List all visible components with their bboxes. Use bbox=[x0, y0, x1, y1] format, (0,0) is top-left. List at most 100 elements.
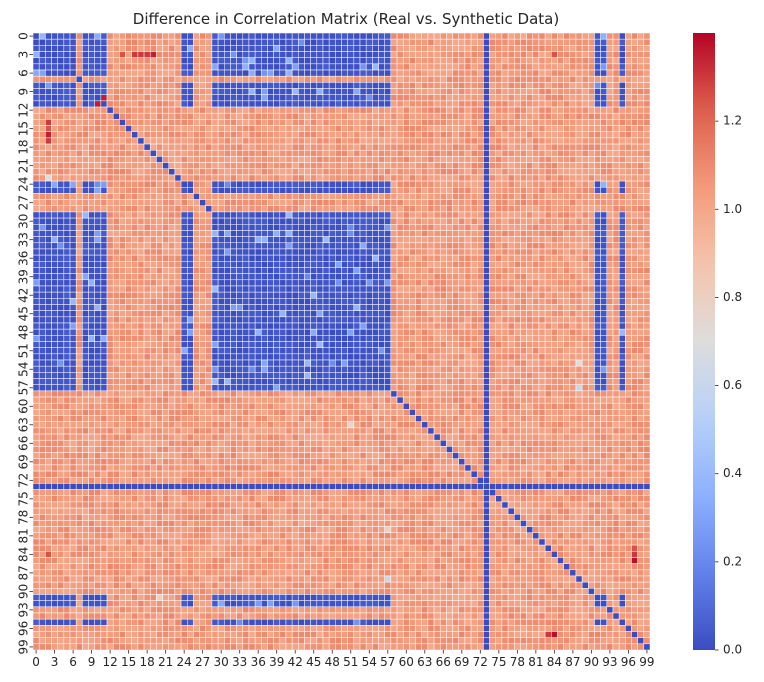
heatmap-cell bbox=[439, 217, 447, 225]
heatmap-cell bbox=[310, 285, 318, 293]
heatmap-cell bbox=[322, 75, 330, 83]
heatmap-cell bbox=[618, 51, 626, 58]
heatmap-cell bbox=[544, 174, 552, 182]
heatmap-cell bbox=[261, 38, 268, 46]
heatmap-cell bbox=[224, 63, 231, 71]
heatmap-cell bbox=[304, 38, 311, 46]
heatmap-cell bbox=[112, 285, 120, 293]
heatmap-cell bbox=[594, 143, 601, 151]
heatmap-cell bbox=[427, 211, 435, 219]
heatmap-cell bbox=[514, 38, 521, 46]
heatmap-cell bbox=[199, 82, 207, 89]
heatmap-cell bbox=[372, 156, 379, 163]
heatmap-cell bbox=[230, 119, 237, 126]
heatmap-cell bbox=[378, 298, 385, 305]
heatmap-cell bbox=[575, 193, 583, 200]
heatmap-cell bbox=[254, 137, 262, 145]
heatmap-cell bbox=[588, 193, 595, 200]
heatmap-cell bbox=[193, 273, 200, 281]
heatmap-cell bbox=[483, 63, 490, 71]
heatmap-cell bbox=[341, 273, 348, 281]
heatmap-cell bbox=[217, 254, 225, 262]
heatmap-cell bbox=[569, 236, 577, 244]
heatmap-cell bbox=[100, 335, 108, 342]
heatmap-cell bbox=[643, 100, 651, 108]
heatmap-cell bbox=[156, 82, 163, 89]
heatmap-cell bbox=[193, 285, 200, 293]
heatmap-cell bbox=[187, 298, 194, 305]
heatmap-cell bbox=[581, 149, 589, 157]
heatmap-cell bbox=[427, 156, 435, 163]
heatmap-cell bbox=[199, 242, 207, 250]
heatmap-cell bbox=[390, 279, 398, 287]
heatmap-cell bbox=[112, 310, 120, 318]
heatmap-cell bbox=[248, 230, 256, 237]
heatmap-cell bbox=[569, 131, 577, 139]
heatmap-cell bbox=[298, 156, 305, 163]
heatmap-cell bbox=[38, 38, 46, 46]
heatmap-cell bbox=[569, 335, 577, 342]
heatmap-cell bbox=[236, 174, 244, 182]
heatmap-cell bbox=[625, 199, 632, 207]
heatmap-cell bbox=[507, 322, 515, 330]
heatmap-cell bbox=[236, 75, 244, 83]
heatmap-cell bbox=[365, 261, 373, 268]
heatmap-cell bbox=[347, 32, 355, 40]
heatmap-cell bbox=[359, 125, 367, 132]
heatmap-cell bbox=[341, 131, 348, 139]
heatmap-cell bbox=[38, 316, 46, 324]
heatmap-cell bbox=[291, 69, 299, 77]
heatmap-cell bbox=[273, 69, 281, 77]
heatmap-cell bbox=[409, 322, 416, 330]
heatmap-cell bbox=[199, 106, 207, 114]
heatmap-cell bbox=[631, 316, 638, 324]
heatmap-cell bbox=[82, 162, 89, 169]
heatmap-cell bbox=[446, 168, 453, 176]
heatmap-cell bbox=[328, 63, 336, 71]
heatmap-cell bbox=[82, 279, 89, 287]
heatmap-cell bbox=[242, 199, 250, 207]
heatmap-cell bbox=[458, 193, 466, 200]
heatmap-cell bbox=[594, 248, 601, 256]
heatmap-cell bbox=[88, 88, 95, 95]
heatmap-cell bbox=[174, 125, 182, 132]
heatmap-cell bbox=[575, 143, 583, 151]
heatmap-cell bbox=[507, 328, 515, 336]
heatmap-cell bbox=[328, 125, 336, 132]
heatmap-cell bbox=[384, 94, 392, 102]
heatmap-cell bbox=[51, 168, 58, 176]
heatmap-cell bbox=[643, 205, 651, 213]
heatmap-cell bbox=[594, 285, 601, 293]
heatmap-cell bbox=[618, 217, 626, 225]
heatmap-cell bbox=[446, 285, 453, 293]
heatmap-cell bbox=[514, 217, 521, 225]
heatmap-cell bbox=[187, 38, 194, 46]
heatmap-cell bbox=[476, 125, 484, 132]
heatmap-cell bbox=[538, 174, 546, 182]
heatmap-cell bbox=[618, 298, 626, 305]
heatmap-cell bbox=[32, 328, 40, 336]
heatmap-cell bbox=[217, 106, 225, 114]
heatmap-cell bbox=[143, 156, 151, 163]
heatmap-cell bbox=[335, 180, 342, 188]
heatmap-cell bbox=[316, 94, 324, 102]
heatmap-cell bbox=[63, 328, 71, 336]
heatmap-cell bbox=[57, 248, 65, 256]
heatmap-cell bbox=[32, 94, 40, 102]
heatmap-cell bbox=[544, 273, 552, 281]
heatmap-cell bbox=[396, 38, 404, 46]
heatmap-cell bbox=[261, 119, 268, 126]
heatmap-cell bbox=[156, 261, 163, 268]
heatmap-cell bbox=[230, 100, 237, 108]
heatmap-cell bbox=[82, 261, 89, 268]
heatmap-cell bbox=[224, 261, 231, 268]
heatmap-cell bbox=[625, 112, 632, 120]
heatmap-cell bbox=[328, 261, 336, 268]
heatmap-cell bbox=[569, 304, 577, 311]
heatmap-cell bbox=[433, 205, 441, 213]
heatmap-cell bbox=[254, 106, 262, 114]
heatmap-cell bbox=[433, 119, 441, 126]
heatmap-cell bbox=[581, 75, 589, 83]
heatmap-cell bbox=[514, 88, 521, 95]
heatmap-cell bbox=[631, 217, 638, 225]
